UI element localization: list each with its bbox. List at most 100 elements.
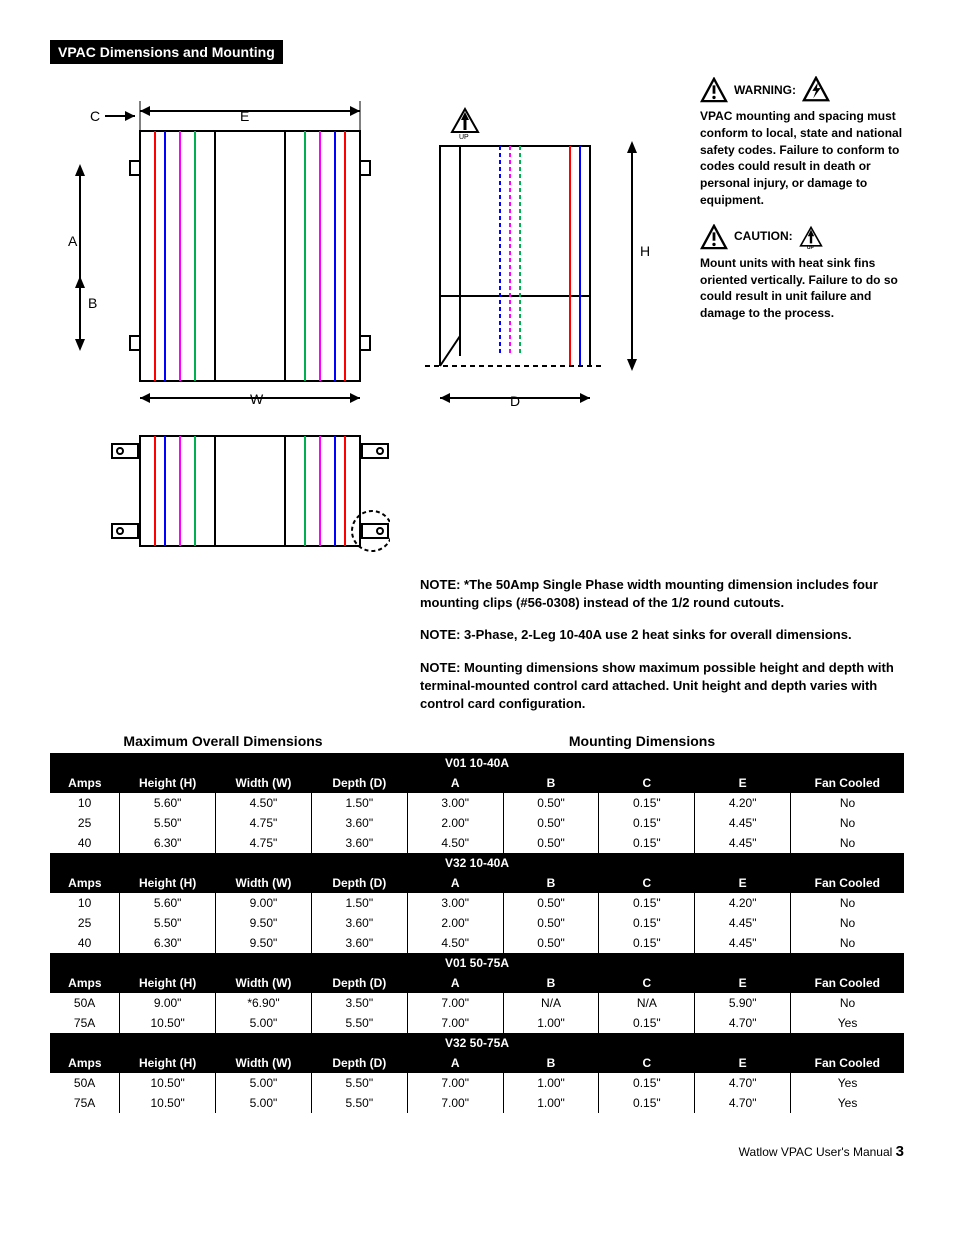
table-cell: 5.50" — [311, 1093, 407, 1113]
svg-text:B: B — [88, 295, 97, 311]
table-cell: 0.50" — [503, 933, 599, 953]
table-cell: 0.50" — [503, 833, 599, 853]
table-left-header: Maximum Overall Dimensions — [58, 733, 388, 749]
warning-label: WARNING: — [734, 82, 796, 99]
caution-label: CAUTION: — [734, 228, 793, 245]
table-cell: 25 — [50, 813, 120, 833]
table-col-header: Amps — [50, 873, 120, 893]
table-col-header: A — [407, 873, 503, 893]
table-cell: 5.50" — [311, 1073, 407, 1093]
section-title: VPAC Dimensions and Mounting — [50, 40, 283, 64]
caution-text: Mount units with heat sink fins oriented… — [700, 255, 904, 322]
table-col-header: A — [407, 773, 503, 793]
table-cell: No — [791, 793, 904, 813]
table-cell: No — [791, 993, 904, 1013]
page-number: 3 — [896, 1143, 904, 1160]
table-cell: 4.45" — [695, 913, 791, 933]
table-cell: 1.50" — [311, 893, 407, 913]
table-cell: 9.00" — [216, 893, 312, 913]
table-col-header: Amps — [50, 1053, 120, 1073]
bolt-icon — [802, 76, 830, 104]
table-cell: 3.00" — [407, 893, 503, 913]
svg-text:H: H — [640, 243, 650, 259]
table-col-header: Depth (D) — [311, 1053, 407, 1073]
table-cell: 10 — [50, 793, 120, 813]
table-section-title: V32 10-40A — [50, 853, 904, 873]
table-col-header: E — [695, 1053, 791, 1073]
table-cell: 9.50" — [216, 913, 312, 933]
table-col-header: E — [695, 873, 791, 893]
table-cell: No — [791, 933, 904, 953]
svg-text:UP: UP — [807, 245, 814, 251]
table-cell: 0.15" — [599, 1093, 695, 1113]
diagram-side: UP H — [410, 76, 680, 566]
table-row: 406.30"9.50"3.60"4.50"0.50"0.15"4.45"No — [50, 933, 904, 953]
table-cell: 4.45" — [695, 813, 791, 833]
table-cell: 0.15" — [599, 913, 695, 933]
table-cell: 10.50" — [120, 1073, 216, 1093]
table-cell: 9.00" — [120, 993, 216, 1013]
table-cell: 5.00" — [216, 1093, 312, 1113]
table-cell: 4.50" — [407, 833, 503, 853]
table-col-header: B — [503, 1053, 599, 1073]
table-col-header: Width (W) — [216, 1053, 312, 1073]
table-col-header: C — [599, 973, 695, 993]
table-cell: 4.45" — [695, 933, 791, 953]
table-cell: 7.00" — [407, 1073, 503, 1093]
table-cell: 4.70" — [695, 1013, 791, 1033]
table-cell: 0.50" — [503, 793, 599, 813]
table-cell: 3.60" — [311, 833, 407, 853]
table-cell: 0.15" — [599, 1073, 695, 1093]
table-col-header: C — [599, 873, 695, 893]
table-col-header: C — [599, 1053, 695, 1073]
table-cell: 0.15" — [599, 893, 695, 913]
table-cell: 0.15" — [599, 813, 695, 833]
table-cell: 0.50" — [503, 893, 599, 913]
table-cell: No — [791, 913, 904, 933]
page-footer: Watlow VPAC User's Manual 3 — [50, 1143, 904, 1160]
table-cell: 5.50" — [120, 913, 216, 933]
table-col-header: Height (H) — [120, 873, 216, 893]
svg-text:A: A — [68, 233, 78, 249]
table-row: 406.30"4.75"3.60"4.50"0.50"0.15"4.45"No — [50, 833, 904, 853]
table-cell: 5.50" — [120, 813, 216, 833]
table-col-header: B — [503, 973, 599, 993]
table-cell: 5.90" — [695, 993, 791, 1013]
table-cell: 50A — [50, 1073, 120, 1093]
table-cell: 4.20" — [695, 893, 791, 913]
table-cell: 10 — [50, 893, 120, 913]
table-cell: 4.75" — [216, 833, 312, 853]
table-section-title: V01 10-40A — [50, 753, 904, 773]
dimensions-table: V01 10-40AAmpsHeight (H)Width (W)Depth (… — [50, 753, 904, 1113]
table-cell: 5.00" — [216, 1073, 312, 1093]
table-cell: Yes — [791, 1073, 904, 1093]
table-cell: 5.50" — [311, 1013, 407, 1033]
table-cell: 0.50" — [503, 913, 599, 933]
table-cell: No — [791, 893, 904, 913]
table-col-header: Depth (D) — [311, 773, 407, 793]
table-cell: 0.15" — [599, 833, 695, 853]
footer-text: Watlow VPAC User's Manual — [739, 1145, 893, 1159]
table-cell: 7.00" — [407, 1093, 503, 1113]
table-col-header: B — [503, 873, 599, 893]
table-cell: 10.50" — [120, 1013, 216, 1033]
table-cell: 1.00" — [503, 1073, 599, 1093]
diagram-front: C E A B W — [50, 76, 390, 566]
table-col-header: Amps — [50, 973, 120, 993]
table-cell: 0.15" — [599, 933, 695, 953]
table-cell: 0.50" — [503, 813, 599, 833]
table-cell: N/A — [599, 993, 695, 1013]
table-cell: 4.50" — [407, 933, 503, 953]
note-3: NOTE: Mounting dimensions show maximum p… — [420, 659, 904, 714]
note-1: NOTE: *The 50Amp Single Phase width moun… — [420, 576, 904, 612]
table-row: 255.50"4.75"3.60"2.00"0.50"0.15"4.45"No — [50, 813, 904, 833]
table-col-header: Fan Cooled — [791, 973, 904, 993]
table-cell: 4.70" — [695, 1073, 791, 1093]
table-cell: 75A — [50, 1093, 120, 1113]
table-cell: 5.60" — [120, 793, 216, 813]
table-cell: *6.90" — [216, 993, 312, 1013]
table-col-header: A — [407, 1053, 503, 1073]
table-cell: 4.50" — [216, 793, 312, 813]
table-cell: 50A — [50, 993, 120, 1013]
table-col-header: Amps — [50, 773, 120, 793]
